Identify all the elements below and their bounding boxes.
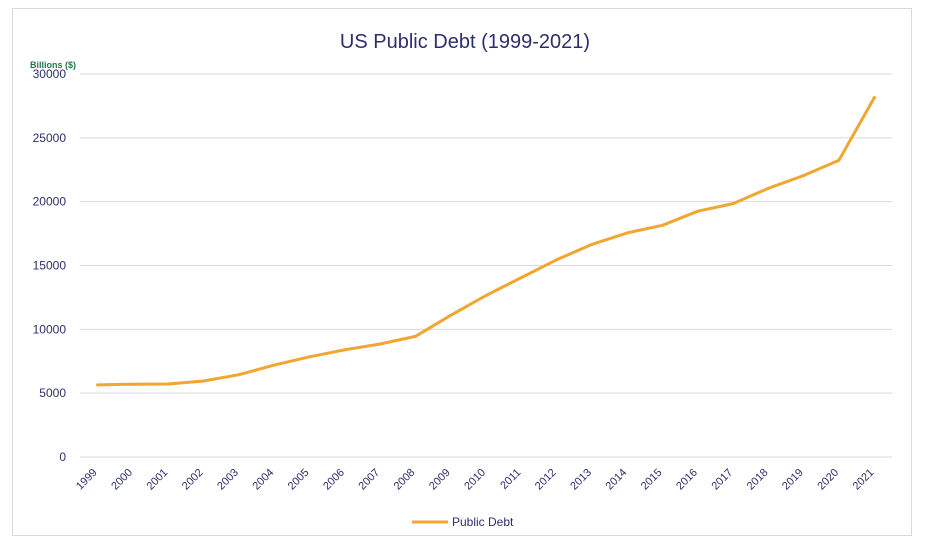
chart-frame <box>12 8 912 536</box>
data-point <box>202 379 206 383</box>
data-point <box>872 96 876 100</box>
y-tick-label: 15000 <box>33 259 67 273</box>
x-tick-label: 2002 <box>180 467 206 493</box>
legend: Public Debt <box>412 515 514 529</box>
data-point <box>237 373 241 377</box>
y-tick-label: 25000 <box>33 131 67 145</box>
y-axis-ticks: 0 5000 10000 15000 20000 25000 30000 <box>33 67 67 464</box>
data-point <box>131 382 135 386</box>
y-axis-unit-label: Billions ($) <box>30 60 76 70</box>
x-tick-label: 2007 <box>356 467 382 493</box>
data-point <box>484 294 488 298</box>
x-tick-label: 1999 <box>74 467 100 493</box>
y-tick-label: 10000 <box>33 322 67 336</box>
data-point <box>661 223 665 227</box>
x-tick-label: 2013 <box>568 467 594 493</box>
x-tick-label: 2009 <box>427 467 453 493</box>
x-tick-label: 2016 <box>674 467 700 493</box>
y-tick-label: 20000 <box>33 195 67 209</box>
data-point <box>413 334 417 338</box>
series-layer <box>96 96 876 387</box>
data-point <box>837 158 841 162</box>
legend-label: Public Debt <box>452 515 514 529</box>
x-tick-label: 2008 <box>392 467 418 493</box>
data-point <box>449 313 453 317</box>
x-tick-label: 2020 <box>815 467 841 493</box>
x-tick-label: 2003 <box>215 467 241 493</box>
x-tick-label: 2012 <box>533 467 559 493</box>
data-point <box>96 383 100 387</box>
data-point <box>343 348 347 352</box>
x-tick-label: 2006 <box>321 467 347 493</box>
y-tick-label: 0 <box>59 450 66 464</box>
data-point <box>307 355 311 359</box>
x-tick-label: 2004 <box>250 467 276 493</box>
data-point <box>766 186 770 190</box>
chart-title: US Public Debt (1999-2021) <box>340 31 590 53</box>
x-tick-label: 2018 <box>745 467 771 493</box>
x-tick-label: 2014 <box>604 467 630 493</box>
x-tick-label: 2019 <box>780 467 806 493</box>
data-point <box>166 382 170 386</box>
data-point <box>731 202 735 206</box>
data-point <box>696 209 700 213</box>
x-tick-label: 2005 <box>286 467 312 493</box>
data-point <box>802 173 806 177</box>
data-point <box>519 276 523 280</box>
series-line-public-debt <box>96 96 876 387</box>
y-tick-label: 5000 <box>39 386 66 400</box>
data-point <box>625 231 629 235</box>
x-axis-ticks: 1999 2000 2001 2002 2003 2004 2005 2006 2007 2008… <box>74 467 876 493</box>
x-tick-label: 2000 <box>109 467 135 493</box>
gridlines <box>80 73 892 458</box>
x-tick-label: 2015 <box>639 467 665 493</box>
data-point <box>272 363 276 367</box>
x-tick-label: 2017 <box>709 467 735 493</box>
x-tick-label: 2001 <box>145 467 171 493</box>
data-point <box>378 342 382 346</box>
data-point <box>590 242 594 246</box>
data-point <box>555 258 559 262</box>
y-tick-label: 30000 <box>33 67 67 81</box>
x-tick-label: 2011 <box>498 467 523 492</box>
x-tick-label: 2021 <box>851 467 877 493</box>
x-tick-label: 2010 <box>462 467 488 493</box>
